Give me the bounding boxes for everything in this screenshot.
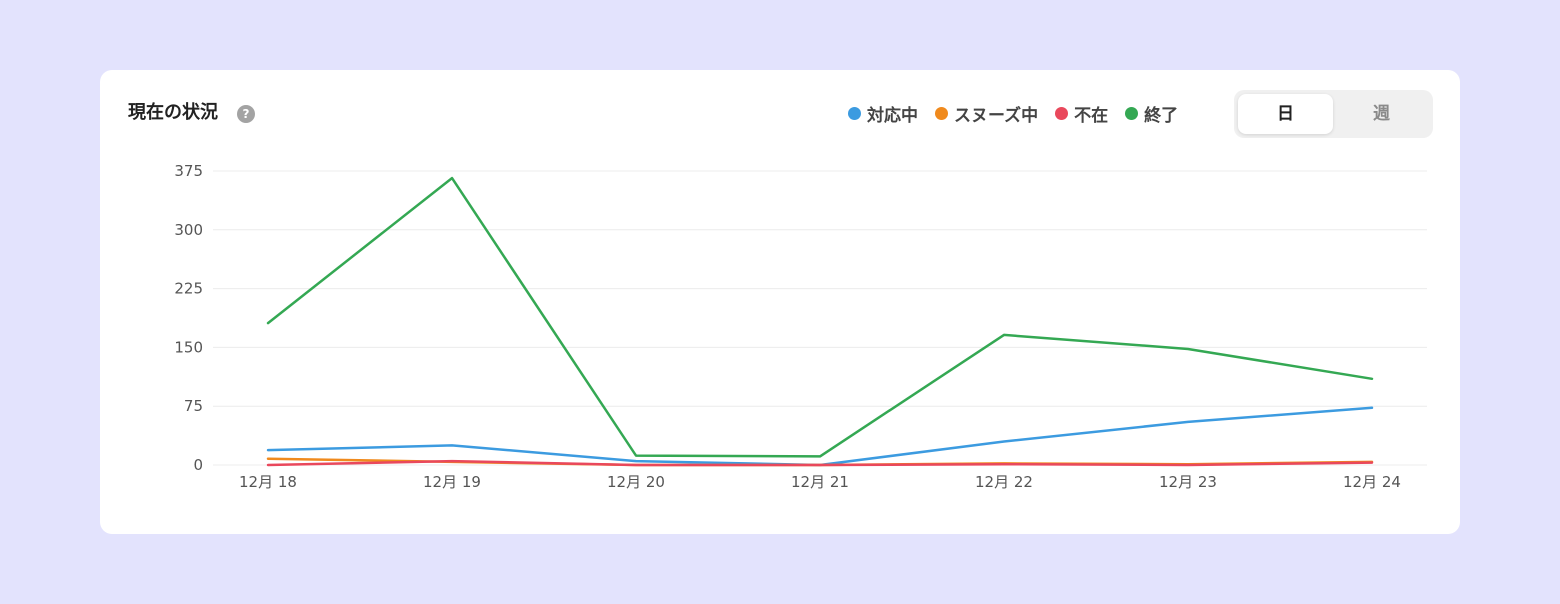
- x-tick-label: 12月 20: [607, 473, 665, 491]
- x-tick-label: 12月 21: [791, 473, 849, 491]
- status-card: 現在の状況 ? 対応中 スヌーズ中 不在 終了 日 週 0 75 150 225 300…: [100, 70, 1460, 534]
- legend-item-closed[interactable]: 終了: [1125, 101, 1178, 126]
- line-chart: 0 75 150 225 300 375 12月 18 12月 19 12月 20 12月 21 1…: [174, 162, 1427, 491]
- y-tick-label: 0: [193, 456, 203, 474]
- legend-item-away[interactable]: 不在: [1055, 101, 1108, 126]
- y-tick-label: 300: [174, 221, 203, 239]
- y-tick-label: 150: [174, 338, 203, 356]
- chart-legend: 対応中 スヌーズ中 不在 終了: [848, 100, 1178, 126]
- legend-label: スヌーズ中: [954, 105, 1039, 126]
- series-line-2[interactable]: [266, 459, 1374, 467]
- help-icon[interactable]: ?: [237, 105, 255, 123]
- x-tick-label: 12月 23: [1159, 473, 1217, 491]
- period-toggle: 日 週: [1234, 90, 1433, 138]
- legend-dot-icon: [848, 106, 861, 120]
- x-tick-label: 12月 19: [423, 473, 481, 491]
- page-title: 現在の状況: [128, 102, 218, 123]
- legend-dot-icon: [1055, 106, 1069, 120]
- legend-dot-icon: [1125, 106, 1139, 120]
- x-tick-label: 12月 22: [975, 473, 1033, 491]
- legend-item-snoozed[interactable]: スヌーズ中: [935, 101, 1038, 126]
- legend-item-active[interactable]: 対応中: [848, 101, 918, 126]
- week-tab[interactable]: 週: [1373, 104, 1390, 124]
- y-tick-label: 75: [184, 397, 203, 415]
- legend-label: 終了: [1144, 105, 1179, 126]
- series-line-3[interactable]: [266, 176, 1374, 458]
- legend-label: 対応中: [867, 105, 918, 126]
- y-tick-label: 375: [174, 162, 203, 180]
- y-tick-label: 225: [174, 280, 203, 298]
- legend-label: 不在: [1074, 105, 1109, 126]
- day-tab[interactable]: 日: [1238, 94, 1333, 134]
- legend-dot-icon: [935, 106, 948, 120]
- x-tick-label: 12月 18: [239, 473, 297, 491]
- x-tick-label: 12月 24: [1343, 473, 1401, 491]
